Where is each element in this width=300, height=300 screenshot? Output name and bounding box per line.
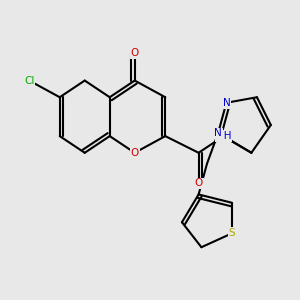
Text: O: O [194,178,203,188]
Text: O: O [130,48,139,58]
Text: Cl: Cl [24,76,34,85]
Text: NH: NH [216,131,231,141]
Text: O: O [130,148,139,158]
Text: N: N [214,128,222,138]
Text: S: S [229,228,235,238]
Text: N: N [223,98,230,108]
